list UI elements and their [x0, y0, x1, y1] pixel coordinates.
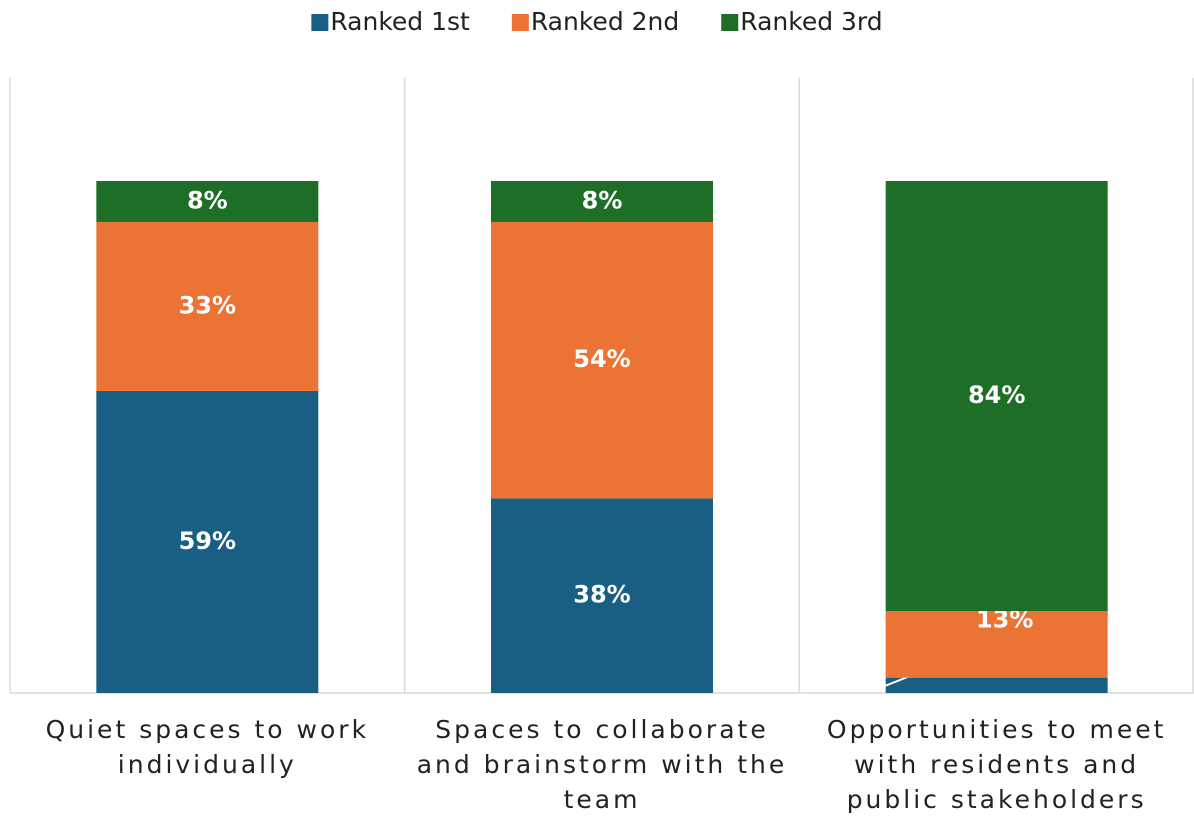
value-label: 54%: [573, 345, 630, 373]
bar-segment: [96, 390, 319, 693]
value-label: 59%: [179, 527, 236, 555]
x-tick-label: Spaces to collaborate and brainstorm wit…: [416, 715, 788, 814]
value-label: 33%: [179, 291, 236, 319]
bar-segment: [885, 677, 1108, 693]
x-tick-label: Quiet spaces to work individually: [45, 715, 370, 779]
legend-label: Ranked 1st: [330, 7, 470, 36]
value-label: 38%: [573, 581, 630, 609]
bar-segment: [491, 221, 713, 499]
bar-segment: [491, 498, 713, 693]
bar-segment: [96, 181, 319, 222]
legend-swatch: [511, 14, 529, 31]
legend-label: Ranked 2nd: [531, 7, 679, 36]
bar-segment: [96, 221, 319, 391]
value-label: 8%: [582, 186, 623, 214]
legend-label: Ranked 3rd: [740, 7, 882, 36]
bar-segment: [491, 181, 713, 222]
x-tick-label: Opportunities to meet with residents and…: [826, 715, 1167, 814]
value-label: 84%: [968, 381, 1025, 409]
bar-segment: [885, 181, 1108, 612]
value-label: 8%: [187, 186, 228, 214]
bar-segment: [885, 611, 1108, 678]
legend-swatch: [721, 14, 739, 31]
legend-swatch: [311, 14, 329, 31]
